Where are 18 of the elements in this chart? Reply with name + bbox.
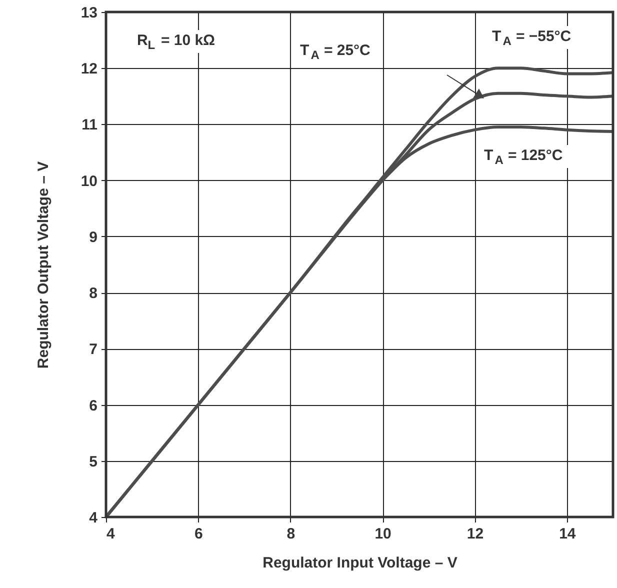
y-tick-label: 4 xyxy=(89,510,98,526)
x-tick-label: 14 xyxy=(559,526,576,542)
x-tick-label: 6 xyxy=(194,526,203,542)
x-axis-title: Regulator Input Voltage – V xyxy=(262,554,458,572)
y-tick-label: 5 xyxy=(89,453,98,470)
x-tick-label: 12 xyxy=(466,526,484,542)
y-tick-label: 12 xyxy=(80,60,98,78)
y-tick-label: 9 xyxy=(89,228,98,246)
y-tick-label: 10 xyxy=(80,172,98,190)
y-tick-label: 13 xyxy=(80,4,98,22)
x-tick-label: 4 xyxy=(106,526,116,542)
x-tick-label: 10 xyxy=(374,526,392,542)
x-tick-label: 8 xyxy=(286,526,296,542)
y-tick-label: 6 xyxy=(89,397,98,414)
y-tick-label: 8 xyxy=(89,285,98,302)
y-tick-label: 11 xyxy=(82,116,98,134)
y-axis-title: Regulator Output Voltage – V xyxy=(34,161,52,369)
y-tick-label: 7 xyxy=(89,341,98,358)
